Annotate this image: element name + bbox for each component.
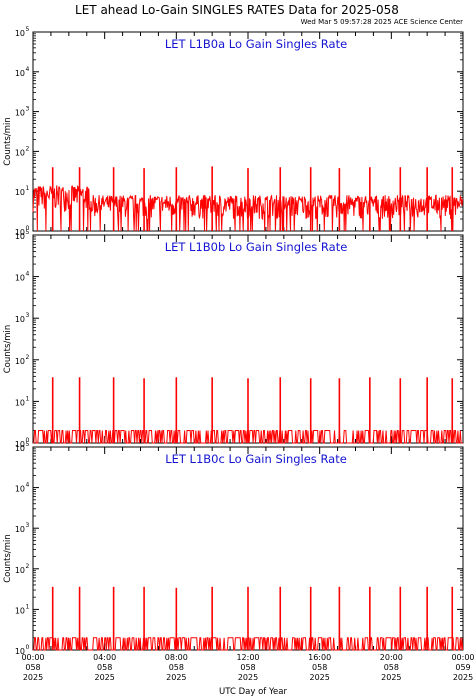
y-tick-exponent: 4 [26,482,30,489]
y-tick-label: 10 [15,444,25,453]
y-tick-exponent: 3 [26,106,30,113]
y-tick-exponent: 5 [26,229,30,236]
panel-title: LET L1B0a Lo Gain Singles Rate [165,37,347,51]
y-tick-label: 10 [15,188,25,197]
timestamp-label: Wed Mar 5 09:57:28 2025 ACE Science Cent… [301,18,464,26]
panel-title: LET L1B0c Lo Gain Singles Rate [165,452,347,466]
y-tick-exponent: 1 [26,603,30,610]
panel-title: LET L1B0b Lo Gain Singles Rate [165,240,348,254]
x-tick-label-doy: 058 [97,663,112,672]
y-tick-label: 10 [15,148,25,157]
y-tick-exponent: 2 [26,563,30,570]
y-tick-label: 10 [15,357,25,366]
y-tick-label: 10 [15,274,25,283]
y-tick-exponent: 2 [26,354,30,361]
y-tick-exponent: 4 [26,66,30,73]
y-tick-exponent: 0 [26,437,30,444]
y-tick-exponent: 3 [26,522,30,529]
y-tick-label: 10 [15,606,25,615]
y-tick-exponent: 5 [26,441,30,448]
y-tick-exponent: 2 [26,145,30,152]
x-tick-label-time: 12:00 [236,653,259,662]
y-tick-label: 10 [15,398,25,407]
y-tick-label: 10 [15,228,25,237]
x-tick-label-year: 2025 [453,673,473,682]
y-tick-label: 10 [15,69,25,78]
y-tick-label: 10 [15,315,25,324]
x-tick-label-doy: 058 [240,663,255,672]
x-tick-label-year: 2025 [23,673,43,682]
y-tick-label: 10 [15,29,25,38]
x-tick-label-year: 2025 [94,673,114,682]
y-tick-exponent: 1 [26,395,30,402]
x-tick-label-year: 2025 [381,673,401,682]
x-axis-label: UTC Day of Year [219,687,287,697]
y-tick-exponent: 4 [26,271,30,278]
y-tick-label: 10 [15,647,25,656]
y-tick-exponent: 0 [26,225,30,232]
y-tick-label: 10 [15,109,25,118]
x-tick-label-time: 04:00 [93,653,116,662]
y-tick-label: 10 [15,566,25,575]
x-tick-label-doy: 058 [312,663,327,672]
y-tick-label: 10 [15,525,25,534]
y-tick-label: 10 [15,485,25,494]
y-tick-label: 10 [15,440,25,449]
x-tick-label-doy: 058 [169,663,184,672]
x-axis-labels: 00:00058202504:00058202508:00058202512:0… [21,653,474,682]
y-axis-label: Counts/min [3,534,13,583]
y-tick-exponent: 0 [26,644,30,651]
x-tick-label-time: 00:00 [21,653,44,662]
x-tick-label-year: 2025 [238,673,258,682]
y-tick-label: 10 [15,232,25,241]
x-tick-label-time: 20:00 [380,653,403,662]
x-tick-label-doy: 058 [384,663,399,672]
x-tick-label-time: 08:00 [165,653,188,662]
x-tick-label-year: 2025 [309,673,329,682]
y-axis-label: Counts/min [3,117,13,166]
y-tick-exponent: 5 [26,26,30,33]
x-tick-label-doy: 059 [455,663,470,672]
chart-title: LET ahead Lo-Gain SINGLES RATES Data for… [75,3,399,17]
x-tick-label-time: 00:00 [451,653,474,662]
y-axis-label: Counts/min [3,325,13,374]
x-tick-label-doy: 058 [25,663,40,672]
x-tick-label-year: 2025 [166,673,186,682]
y-tick-exponent: 3 [26,312,30,319]
y-tick-exponent: 1 [26,185,30,192]
x-tick-label-time: 16:00 [308,653,331,662]
